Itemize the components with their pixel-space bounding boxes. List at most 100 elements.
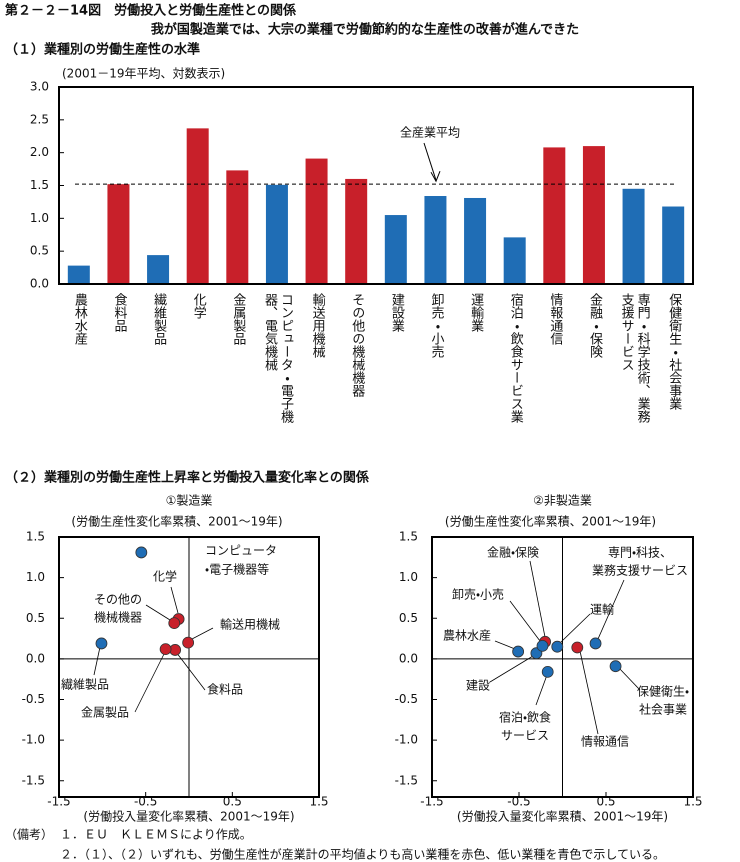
- chart-title: ②非製造業: [533, 494, 592, 508]
- notes-label: （備考）: [5, 828, 53, 842]
- leader-line: [175, 651, 206, 691]
- y-tick-label: -1.5: [395, 773, 418, 787]
- x-axis-label: (労働投入量変化率累積、2001～19年): [457, 809, 668, 824]
- bar: [384, 215, 407, 284]
- y-tick-label: 1.5: [30, 178, 49, 192]
- y-tick-label: 0.0: [399, 651, 418, 665]
- point: [609, 660, 622, 673]
- arrow: [423, 142, 437, 181]
- bar: [662, 206, 685, 284]
- x-tick-label: 建設業: [388, 293, 404, 332]
- y-tick-label: 3.0: [30, 80, 49, 94]
- leader-line: [560, 613, 591, 643]
- y-tick-label: 2.0: [30, 145, 49, 159]
- x-tick-label: 金属製品: [230, 293, 246, 345]
- point: [168, 617, 181, 630]
- point: [589, 637, 602, 650]
- x-tick-label: 化学: [190, 293, 206, 319]
- point: [541, 665, 554, 678]
- chart-subtitle: (2001－19年平均、対数表示): [62, 66, 225, 81]
- x-tick-label: 食料品: [111, 293, 127, 332]
- leader-line: [509, 600, 541, 642]
- bar: [147, 255, 170, 284]
- x-tick-label: 専門・科学技術、業務支援サービス: [618, 293, 650, 423]
- leader-line: [170, 586, 179, 614]
- y-axis-label: (労働生産性変化率累積、2001～19年): [71, 514, 282, 529]
- leader-line: [134, 651, 166, 713]
- leader-line: [597, 579, 625, 640]
- point-label: 輸送用機械: [220, 617, 280, 632]
- x-tick-label: 情報通信: [547, 293, 563, 345]
- y-tick-label: -1.0: [395, 733, 418, 747]
- point-label: その他の: [94, 593, 142, 607]
- leader-line: [618, 667, 641, 691]
- bar: [582, 146, 605, 284]
- point: [512, 645, 525, 658]
- y-tick-label: -1.0: [22, 733, 45, 747]
- bar: [503, 237, 526, 284]
- bar: [186, 128, 209, 284]
- point-label: 卸売・小売: [452, 587, 504, 602]
- leader-line: [93, 646, 101, 676]
- bar: [305, 158, 328, 284]
- point-label: 機械機器: [94, 610, 142, 625]
- point-label: 専門・科技、: [608, 546, 672, 560]
- point-label: 金属製品: [81, 706, 129, 720]
- y-tick-label: 0.0: [26, 651, 45, 665]
- point-label: 保健衛生・: [637, 685, 689, 699]
- point-label: 化学: [153, 569, 177, 584]
- y-tick-label: 1.0: [30, 211, 49, 225]
- leader-line: [191, 627, 214, 640]
- x-tick-label: 輸送用機械: [309, 293, 325, 358]
- bar: [424, 196, 447, 284]
- y-tick-label: 1.5: [399, 530, 418, 544]
- bar: [622, 188, 645, 284]
- x-tick-label: 金融・保険: [586, 293, 602, 358]
- y-tick-label: 0.5: [30, 244, 49, 258]
- point-label: 社会事業: [639, 702, 687, 717]
- point: [536, 639, 549, 652]
- point: [571, 641, 584, 654]
- point: [551, 640, 564, 653]
- bar: [543, 147, 566, 284]
- x-tick-label: コンピュータ・電子機器、電気機械: [261, 293, 293, 423]
- arrow-head: [430, 171, 441, 183]
- y-tick-label: -0.5: [395, 692, 418, 706]
- leader-line: [494, 640, 516, 650]
- point-label: 宿泊・飲食: [499, 710, 551, 725]
- y-tick-label: 0.5: [399, 611, 418, 625]
- x-tick-label: 卸売・小売: [428, 293, 444, 358]
- bar: [107, 184, 130, 284]
- y-tick-label: 1.5: [26, 530, 45, 544]
- y-tick-label: 0.5: [26, 611, 45, 625]
- y-tick-label: 1.0: [26, 570, 45, 584]
- figure-title: 第２－２－14図 労働投入と労働生産性との関係: [4, 3, 297, 19]
- point-label: 金融・保険: [487, 546, 539, 560]
- bar: [67, 265, 90, 284]
- point-label: 運輸: [590, 603, 614, 617]
- point-label: 繊維製品: [61, 678, 109, 692]
- point-label: 食料品: [207, 683, 243, 697]
- x-tick-label: 保健衛生・社会事業: [666, 293, 682, 410]
- reference-label: 全産業平均: [400, 126, 460, 140]
- x-tick-label: 運輸業: [468, 293, 484, 332]
- x-tick-label: 繊維製品: [151, 293, 167, 345]
- leader-line: [145, 604, 171, 621]
- point: [159, 643, 172, 656]
- figure-subtitle: 我が国製造業では、大宗の業種で労働節約的な生産性の改善が進んできた: [151, 22, 579, 38]
- bar: [464, 197, 487, 284]
- y-tick-label: -0.5: [22, 692, 45, 706]
- x-axis-label: (労働投入量変化率累積、2001～19年): [83, 809, 294, 824]
- x-tick-label: その他の機械機器: [349, 293, 365, 397]
- point: [95, 637, 108, 650]
- point-label: サービス: [501, 729, 549, 743]
- bar: [226, 170, 249, 284]
- point: [135, 546, 148, 559]
- y-axis-label: (労働生産性変化率累積、2001～19年): [445, 514, 656, 529]
- bar: [265, 184, 288, 284]
- point: [182, 636, 195, 649]
- section-title: （２）業種別の労働生産性上昇率と労働投入量変化率との関係: [5, 470, 370, 486]
- y-tick-label: 1.0: [399, 570, 418, 584]
